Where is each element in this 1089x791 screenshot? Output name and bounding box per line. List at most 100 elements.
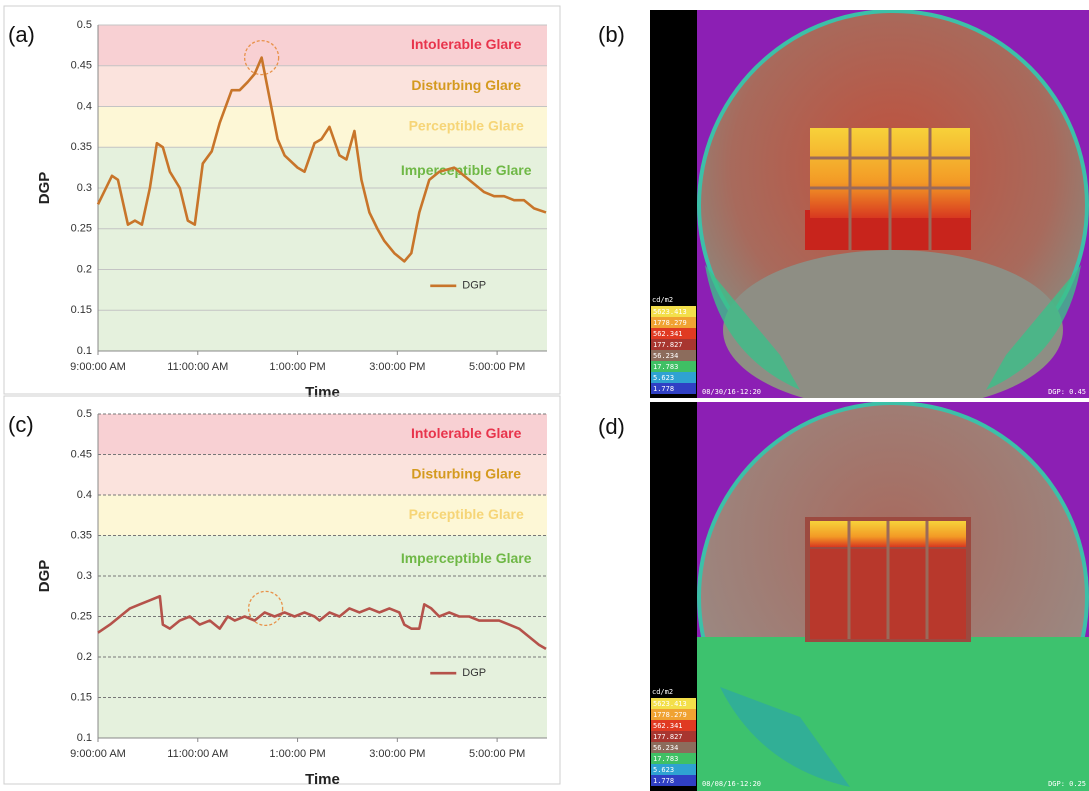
legend-label: DGP	[462, 667, 486, 679]
x-axis-title: Time	[305, 771, 340, 788]
scale-swatch	[651, 317, 696, 328]
scale-label: 56.234	[653, 352, 678, 360]
image-dgp: DGP: 0.25	[1048, 780, 1086, 788]
zone-label: Imperceptible Glare	[401, 162, 532, 178]
panel-label: (a)	[8, 22, 35, 47]
scale-swatch	[651, 764, 696, 775]
glare-zone	[98, 495, 547, 536]
scale-swatch	[651, 742, 696, 753]
fisheye	[697, 402, 1089, 791]
x-tick-label: 3:00:00 PM	[369, 361, 425, 373]
scale-unit: cd/m2	[652, 296, 673, 304]
glare-zone	[98, 106, 547, 148]
zone-label: Perceptible Glare	[409, 506, 524, 522]
scale-label: 1.778	[653, 385, 674, 393]
y-tick-label: 0.35	[71, 141, 92, 153]
y-tick-label: 0.15	[71, 304, 92, 316]
glare-zone	[98, 25, 547, 66]
scale-label: 1778.279	[653, 319, 687, 327]
y-tick-label: 0.4	[77, 489, 92, 501]
image-dgp: DGP: 0.45	[1048, 388, 1086, 396]
x-axis-title: Time	[305, 384, 340, 401]
highlight-circle	[247, 590, 284, 627]
floor-blue	[720, 687, 850, 787]
scale-label: 562.341	[653, 330, 683, 338]
x-tick-label: 5:00:00 PM	[469, 361, 525, 373]
scale-label: 5.623	[653, 766, 674, 774]
y-tick-label: 0.1	[77, 345, 92, 357]
y-tick-label: 0.45	[71, 448, 92, 460]
scale-swatch	[651, 383, 696, 394]
x-tick-label: 9:00:00 AM	[70, 361, 126, 373]
y-tick-label: 0.25	[71, 610, 92, 622]
image-timestamp: 08/30/16-12:20	[702, 388, 761, 396]
glare-zone	[98, 535, 547, 738]
scale-label: 562.341	[653, 722, 683, 730]
x-tick-label: 3:00:00 PM	[369, 748, 425, 760]
scale-label: 177.827	[653, 733, 683, 741]
scale-swatch	[651, 731, 696, 742]
scale-swatch	[651, 698, 696, 709]
x-tick-label: 11:00:00 AM	[167, 748, 228, 760]
panel-frame	[3, 395, 561, 785]
x-tick-label: 9:00:00 AM	[70, 748, 126, 760]
scale-swatch	[651, 306, 696, 317]
y-tick-label: 0.2	[77, 263, 92, 275]
legend-label: DGP	[462, 280, 486, 292]
zone-label: Disturbing Glare	[411, 465, 521, 481]
glare-zone	[98, 414, 547, 455]
y-tick-label: 0.2	[77, 651, 92, 663]
panel-frame	[3, 5, 561, 395]
scale-label: 5.623	[653, 374, 674, 382]
scale-label: 5623.413	[653, 700, 687, 708]
zone-label: Intolerable Glare	[411, 425, 522, 441]
y-tick-label: 0.5	[77, 408, 92, 420]
zone-label: Intolerable Glare	[411, 36, 522, 52]
scale-label: 5623.413	[653, 308, 687, 316]
y-axis-title: DGP	[36, 560, 53, 593]
scale-swatch	[651, 720, 696, 731]
series-line	[96, 56, 547, 263]
scale-label: 1.778	[653, 777, 674, 785]
scale-unit: cd/m2	[652, 688, 673, 696]
floor	[723, 250, 1063, 398]
scale-swatch	[651, 339, 696, 350]
y-tick-label: 0.3	[77, 182, 92, 194]
scale-swatch	[651, 372, 696, 383]
scale-swatch	[651, 361, 696, 372]
series-line	[97, 594, 547, 651]
scale-label: 1778.279	[653, 711, 687, 719]
x-tick-label: 5:00:00 PM	[469, 748, 525, 760]
scale-swatch	[651, 775, 696, 786]
zone-label: Disturbing Glare	[411, 77, 521, 93]
scale-label: 17.783	[653, 755, 678, 763]
glare-zone	[98, 454, 547, 495]
y-tick-label: 0.45	[71, 60, 92, 72]
scale-swatch	[651, 753, 696, 764]
glare-zone	[98, 65, 547, 107]
panel-label: (d)	[598, 414, 625, 439]
y-tick-label: 0.15	[71, 691, 92, 703]
scale-label: 56.234	[653, 744, 678, 752]
scale-swatch	[651, 350, 696, 361]
floor-edge	[986, 265, 1081, 390]
y-tick-label: 0.4	[77, 100, 92, 112]
zone-label: Imperceptible Glare	[401, 550, 532, 566]
x-tick-label: 1:00:00 PM	[269, 361, 325, 373]
highlight-circle	[243, 39, 280, 76]
scale-swatch	[651, 709, 696, 720]
y-tick-label: 0.3	[77, 570, 92, 582]
x-tick-label: 1:00:00 PM	[269, 748, 325, 760]
y-tick-label: 0.5	[77, 19, 92, 31]
fisheye	[697, 10, 1089, 398]
luminance-image	[650, 402, 1089, 791]
zone-label: Perceptible Glare	[409, 118, 524, 134]
y-axis-title: DGP	[36, 172, 53, 205]
panel-label: (c)	[8, 412, 34, 437]
scale-label: 177.827	[653, 341, 683, 349]
y-tick-label: 0.25	[71, 223, 92, 235]
y-tick-label: 0.1	[77, 732, 92, 744]
y-tick-label: 0.35	[71, 529, 92, 541]
scale-label: 17.783	[653, 363, 678, 371]
